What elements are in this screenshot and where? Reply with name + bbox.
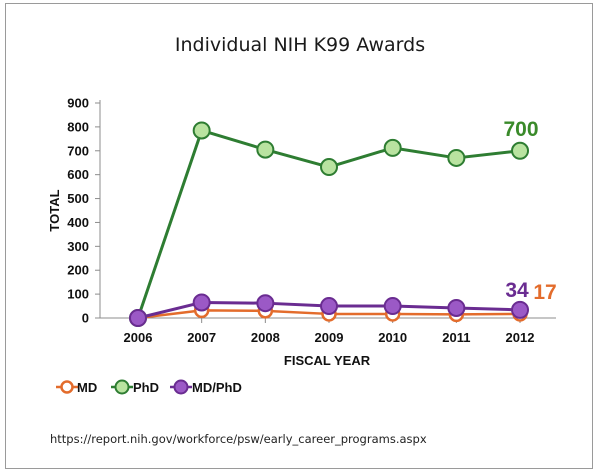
source-url: https://report.nih.gov/workforce/psw/ear… bbox=[50, 432, 427, 446]
y-tick-label: 600 bbox=[67, 167, 89, 182]
phd-end-label: 700 bbox=[503, 118, 538, 141]
x-tick-label: 2008 bbox=[251, 330, 280, 345]
legend-md-phd-label: MD/PhD bbox=[192, 380, 242, 395]
phd-point bbox=[256, 140, 275, 159]
y-tick-label: 100 bbox=[67, 287, 89, 302]
x-tick-label: 2012 bbox=[506, 330, 535, 345]
x-tick-label: 2011 bbox=[442, 330, 470, 345]
legend-md-label: MD bbox=[77, 380, 97, 395]
phd-point bbox=[192, 121, 211, 140]
mdphd-end-label: 34 bbox=[505, 279, 529, 302]
md-phd-point bbox=[129, 309, 147, 327]
md-phd-point bbox=[447, 298, 466, 317]
y-tick-label: 0 bbox=[82, 311, 89, 326]
y-tick-label: 400 bbox=[67, 215, 89, 230]
y-tick-label: 900 bbox=[67, 96, 89, 111]
phd-point bbox=[511, 141, 530, 160]
y-tick-label: 300 bbox=[67, 239, 89, 254]
phd-point bbox=[320, 158, 339, 177]
x-axis-title: FISCAL YEAR bbox=[284, 353, 371, 368]
x-tick-label: 2006 bbox=[124, 330, 153, 345]
md-phd-point bbox=[256, 294, 275, 313]
y-tick-label: 500 bbox=[67, 191, 89, 206]
md-phd-point bbox=[511, 300, 530, 319]
legend-md-phd-marker bbox=[173, 379, 189, 395]
y-axis-title: TOTAL bbox=[47, 189, 62, 231]
phd-point bbox=[383, 138, 402, 157]
phd-point bbox=[447, 148, 466, 167]
md-phd-point bbox=[383, 297, 402, 316]
x-tick-label: 2009 bbox=[315, 330, 344, 345]
x-tick-label: 2007 bbox=[187, 330, 216, 345]
legend-phd-marker bbox=[114, 379, 130, 395]
legend-md-marker bbox=[60, 380, 74, 394]
y-tick-label: 200 bbox=[67, 263, 89, 278]
y-tick-label: 700 bbox=[67, 143, 89, 158]
md-phd-point bbox=[320, 297, 339, 316]
chart-title: Individual NIH K99 Awards bbox=[174, 34, 426, 56]
md-end-label: 17 bbox=[533, 281, 556, 304]
y-tick-label: 800 bbox=[67, 119, 89, 134]
md-phd-point bbox=[192, 293, 211, 312]
legend-phd-label: PhD bbox=[133, 380, 159, 395]
slide-frame bbox=[5, 3, 593, 469]
x-tick-label: 2010 bbox=[378, 330, 407, 345]
